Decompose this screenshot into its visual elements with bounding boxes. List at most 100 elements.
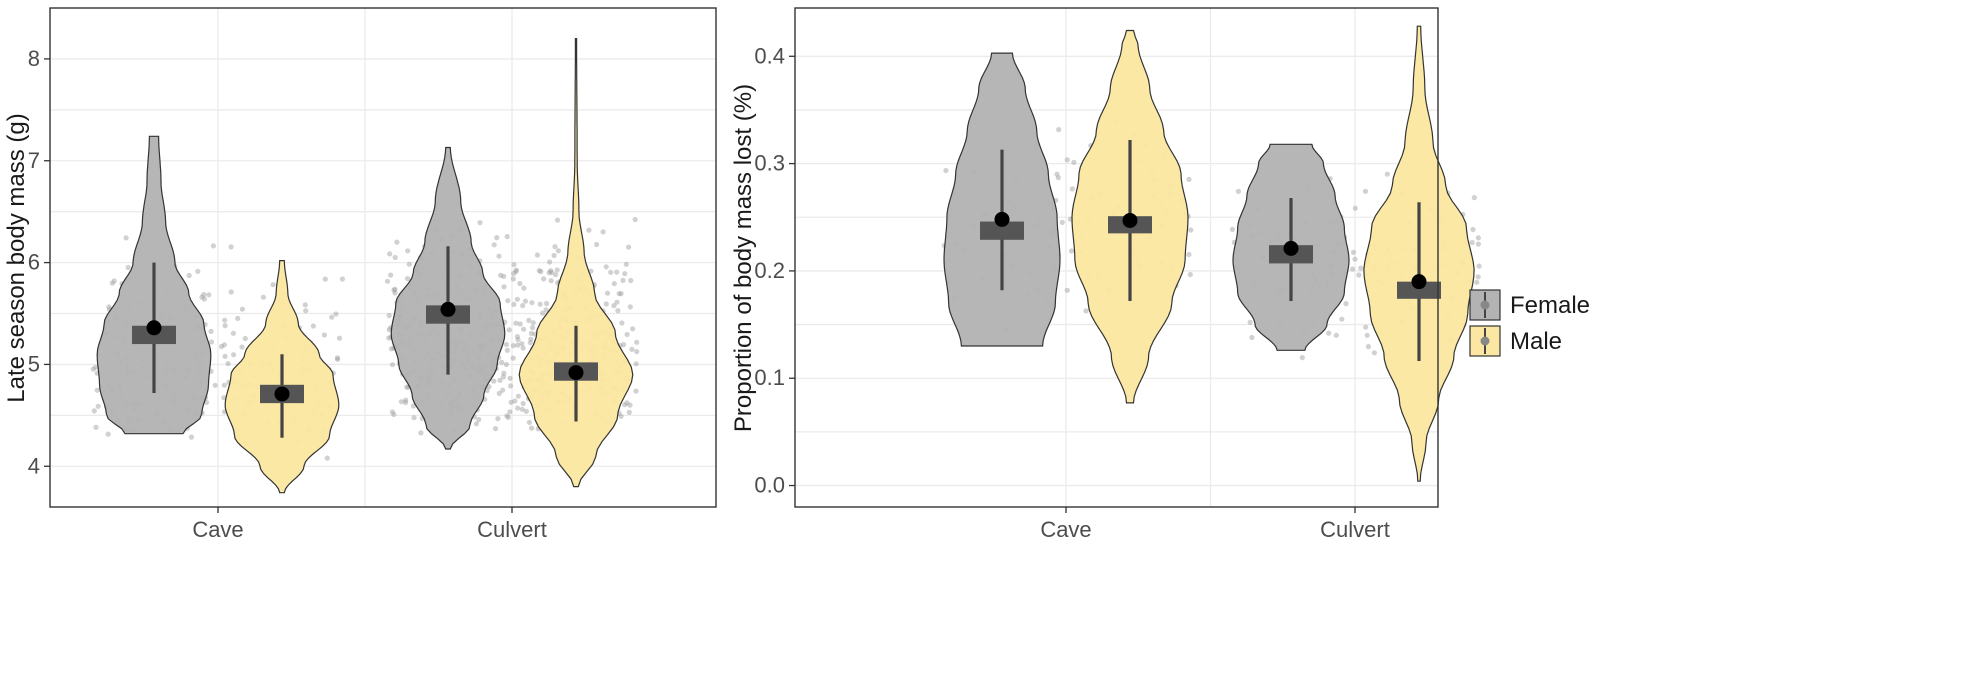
jitter-point: [517, 280, 523, 287]
jitter-point: [391, 287, 397, 293]
y-tick-label: 7: [28, 148, 40, 173]
jitter-point: [508, 399, 514, 405]
jitter-point: [513, 320, 519, 326]
jitter-point: [529, 300, 535, 306]
jitter-point: [339, 276, 345, 282]
jitter-point: [517, 321, 523, 327]
y-axis-title: Proportion of body mass lost (%): [730, 84, 757, 432]
jitter-point: [622, 271, 628, 277]
category-group-cave: [90, 135, 345, 494]
jitter-point: [543, 307, 549, 313]
jitter-point: [626, 409, 632, 415]
jitter-point: [1059, 219, 1065, 225]
jitter-point: [1229, 226, 1235, 232]
jitter-point: [632, 216, 638, 223]
legend-swatch-point: [1480, 336, 1490, 346]
jitter-point: [242, 335, 248, 342]
jitter-point: [1326, 330, 1332, 336]
jitter-point: [491, 242, 497, 248]
jitter-point: [621, 342, 627, 348]
jitter-point: [334, 355, 340, 361]
jitter-point: [410, 403, 416, 409]
y-tick-label: 5: [28, 351, 40, 376]
jitter-point: [1247, 319, 1253, 325]
jitter-point: [335, 356, 341, 362]
jitter-point: [549, 269, 555, 276]
jitter-point: [526, 419, 533, 425]
jitter-point: [511, 262, 517, 268]
jitter-point: [403, 397, 409, 403]
jitter-point: [520, 303, 526, 309]
jitter-point: [505, 298, 511, 304]
jitter-point: [221, 342, 227, 348]
jitter-point: [1365, 344, 1371, 350]
mean-point-female-culvert: [1283, 240, 1299, 256]
jitter-point: [510, 355, 516, 361]
jitter-point: [388, 272, 394, 278]
panel-1: 4 5 6 7 8 Cave Culvert Late season body mass (g…: [3, 7, 717, 542]
jitter-point: [1356, 272, 1362, 278]
jitter-point: [387, 251, 393, 257]
jitter-point: [93, 364, 99, 370]
jitter-point: [503, 341, 509, 348]
y-tick-label: 0.3: [754, 151, 785, 176]
jitter-point: [515, 337, 521, 343]
jitter-point: [321, 332, 327, 338]
jitter-point: [616, 291, 622, 297]
jitter-point: [627, 304, 633, 310]
jitter-point: [1068, 248, 1075, 254]
jitter-point: [501, 284, 507, 290]
jitter-point: [333, 311, 339, 317]
jitter-point: [515, 393, 522, 399]
jitter-point: [547, 259, 553, 265]
jitter-point: [329, 314, 335, 320]
jitter-point: [394, 239, 400, 245]
y-tick-label: 0.0: [754, 473, 785, 498]
jitter-point: [1249, 334, 1255, 341]
jitter-point: [608, 269, 614, 275]
jitter-point: [523, 408, 530, 414]
jitter-point: [494, 235, 500, 241]
jitter-point: [123, 235, 129, 241]
jitter-point: [530, 320, 536, 326]
legend-key-male: Male: [1469, 325, 1562, 357]
jitter-point: [322, 276, 328, 282]
jitter-point: [222, 323, 228, 329]
jitter-point: [91, 408, 97, 414]
jitter-point: [529, 425, 535, 431]
jitter-point: [228, 244, 234, 250]
jitter-point: [624, 400, 630, 406]
jitter-point: [499, 359, 505, 365]
jitter-point: [554, 217, 561, 223]
jitter-point: [528, 336, 534, 342]
jitter-point: [188, 434, 195, 440]
jitter-point: [1343, 301, 1349, 307]
jitter-point: [1054, 171, 1060, 177]
jitter-point: [548, 278, 554, 284]
legend-key-female: Female: [1469, 289, 1590, 321]
jitter-point: [501, 273, 507, 279]
jitter-point: [389, 362, 396, 368]
jitter-point: [1476, 263, 1482, 269]
jitter-point: [392, 254, 398, 261]
jitter-point: [324, 455, 330, 461]
jitter-point: [404, 384, 410, 390]
jitter-point: [1069, 186, 1075, 192]
x-tick-label: Cave: [192, 517, 243, 542]
jitter-point: [228, 289, 234, 295]
jitter-point: [633, 388, 639, 394]
jitter-point: [1056, 127, 1062, 133]
jitter-point: [1471, 195, 1477, 201]
y-tick-label: 0.2: [754, 258, 785, 283]
jitter-point: [603, 301, 609, 307]
jitter-point: [630, 326, 636, 332]
jitter-point: [623, 261, 629, 267]
jitter-point: [500, 387, 506, 393]
jitter-point: [225, 361, 231, 367]
jitter-point: [514, 334, 521, 340]
jitter-point: [105, 431, 111, 437]
jitter-point: [611, 281, 617, 287]
y-axis-title: Late season body mass (g): [3, 113, 30, 403]
jitter-point: [500, 374, 506, 380]
jitter-point: [93, 424, 99, 430]
